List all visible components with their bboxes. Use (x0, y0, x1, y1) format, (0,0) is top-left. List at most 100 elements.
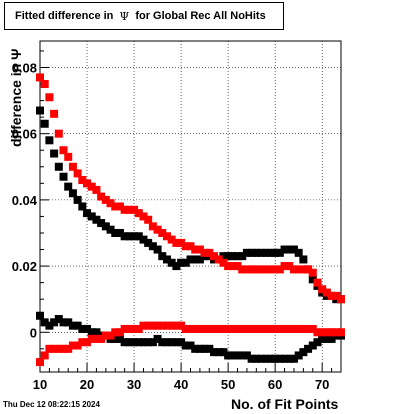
data-point (304, 344, 313, 353)
data-point (68, 189, 77, 198)
data-point (97, 192, 106, 201)
data-point (125, 205, 134, 214)
data-point (195, 255, 204, 264)
data-point (224, 351, 233, 360)
data-point (181, 341, 190, 350)
data-point (186, 255, 195, 264)
data-point (195, 245, 204, 254)
data-point (162, 338, 171, 347)
data-point (101, 331, 110, 340)
data-point (120, 324, 129, 333)
data-point (308, 324, 317, 333)
data-point (242, 324, 251, 333)
data-point (106, 199, 115, 208)
data-point (214, 348, 223, 357)
y-tick-label: 0.08 (12, 60, 37, 75)
data-point (299, 324, 308, 333)
data-point (177, 338, 186, 347)
data-point (106, 225, 115, 234)
data-point (144, 215, 153, 224)
data-point (36, 358, 44, 367)
data-point (191, 324, 200, 333)
data-point (219, 258, 228, 267)
data-point (294, 324, 303, 333)
data-point (247, 248, 256, 257)
data-point (186, 242, 195, 251)
data-point (304, 265, 313, 274)
data-point (162, 321, 171, 330)
data-point (73, 195, 82, 204)
data-point (40, 351, 49, 360)
data-point (337, 328, 345, 337)
data-point (59, 172, 68, 181)
data-point (36, 311, 44, 320)
data-point (148, 242, 157, 251)
data-point (275, 265, 284, 274)
data-point (332, 328, 341, 337)
data-point (64, 152, 73, 161)
data-point (242, 248, 251, 257)
data-point (87, 328, 96, 337)
data-point (73, 169, 82, 178)
data-point (115, 328, 124, 337)
data-point (327, 291, 336, 300)
data-point (257, 248, 266, 257)
data-point (167, 321, 176, 330)
data-point (97, 219, 106, 228)
data-point (73, 341, 82, 350)
data-point (289, 354, 298, 363)
data-point (87, 182, 96, 191)
data-point (318, 285, 327, 294)
data-point (172, 321, 181, 330)
timestamp: Thu Dec 12 08:22:15 2024 (3, 400, 100, 409)
data-point (238, 252, 247, 261)
data-point (271, 324, 280, 333)
data-point (271, 265, 280, 274)
data-point (294, 248, 303, 257)
data-point (148, 222, 157, 231)
data-point (50, 318, 59, 327)
data-point (153, 245, 162, 254)
title-suffix: for Global Rec All NoHits (135, 10, 266, 22)
data-point (257, 324, 266, 333)
data-point (205, 344, 214, 353)
data-point (266, 265, 275, 274)
data-point (247, 265, 256, 274)
data-point (134, 209, 143, 218)
data-point (68, 341, 77, 350)
data-point (233, 252, 242, 261)
data-point (148, 321, 157, 330)
data-point (45, 93, 54, 102)
data-point (275, 248, 284, 257)
data-point (59, 146, 68, 155)
data-point (195, 324, 204, 333)
data-point (228, 262, 237, 271)
data-point (40, 119, 49, 128)
y-axis-label: difference in Ψ (8, 48, 24, 147)
data-point (144, 338, 153, 347)
data-point (285, 354, 294, 363)
data-point (322, 328, 331, 337)
data-point (172, 338, 181, 347)
x-tick-label: 50 (221, 377, 235, 392)
data-point (92, 334, 101, 343)
data-point (87, 212, 96, 221)
data-point (233, 351, 242, 360)
y-tick-label: 0.04 (12, 193, 38, 208)
data-point (186, 324, 195, 333)
data-point (181, 242, 190, 251)
data-point (257, 265, 266, 274)
data-point (177, 258, 186, 267)
data-point (238, 324, 247, 333)
data-point (214, 324, 223, 333)
data-point (158, 338, 167, 347)
data-point (83, 209, 92, 218)
data-point (120, 338, 129, 347)
data-point (68, 162, 77, 171)
data-point (327, 328, 336, 337)
data-point (83, 338, 92, 347)
data-point (181, 258, 190, 267)
data-point (210, 252, 219, 261)
data-point (101, 195, 110, 204)
data-point (45, 136, 54, 145)
